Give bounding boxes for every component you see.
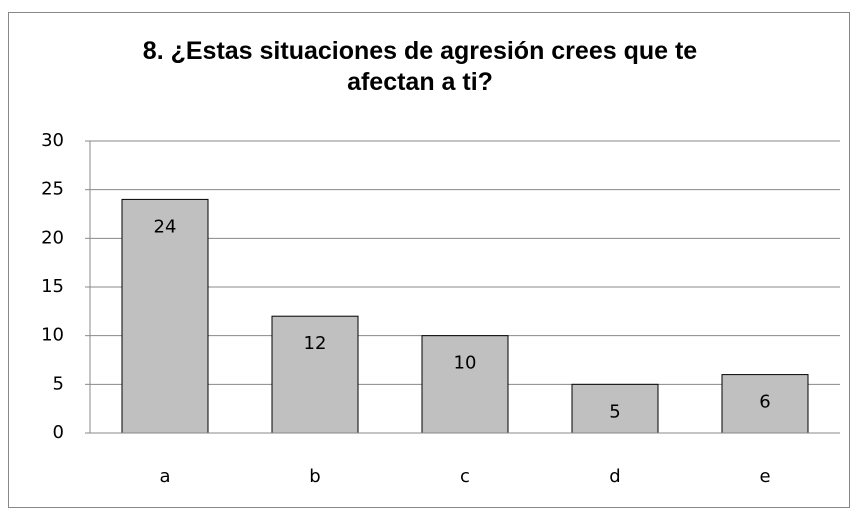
data-label: 12	[304, 333, 327, 354]
data-label: 24	[154, 216, 177, 237]
x-tick-label: d	[609, 466, 620, 487]
y-tick-label: 15	[41, 276, 64, 297]
y-tick-label: 20	[41, 227, 64, 248]
data-label: 5	[609, 401, 620, 422]
x-tick-label: c	[460, 466, 470, 487]
bar	[571, 383, 659, 434]
data-label: 10	[454, 353, 477, 374]
y-tick-label: 5	[53, 373, 64, 394]
bar	[121, 198, 209, 434]
data-label: 6	[759, 392, 770, 413]
chart-frame	[8, 12, 850, 508]
bar	[721, 374, 809, 434]
y-tick-label: 10	[41, 325, 64, 346]
y-tick-label: 0	[53, 422, 64, 443]
chart-title: 8. ¿Estas situaciones de agresión crees …	[142, 37, 698, 96]
x-tick-label: b	[309, 466, 320, 487]
x-tick-label: e	[759, 466, 770, 487]
y-tick-label: 30	[41, 130, 64, 151]
bar	[271, 315, 359, 434]
x-tick-label: a	[159, 466, 170, 487]
y-tick-label: 25	[41, 179, 64, 200]
bar	[421, 335, 509, 434]
